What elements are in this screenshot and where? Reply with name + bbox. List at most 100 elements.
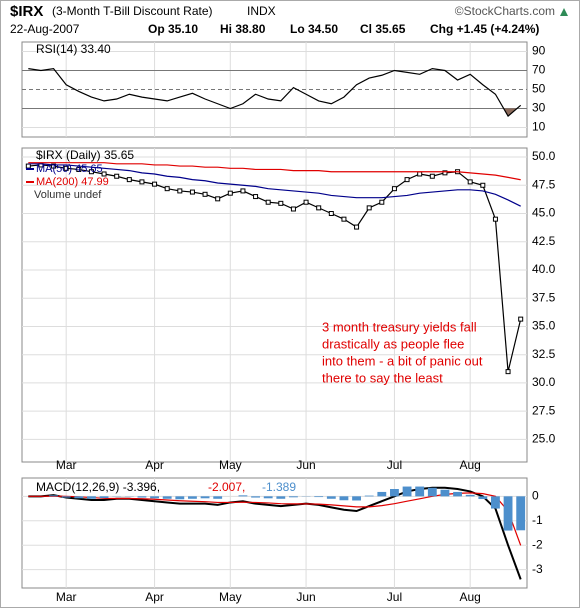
histogram-bar	[465, 494, 475, 497]
price-candle	[227, 190, 233, 196]
price-candle	[505, 369, 511, 375]
date: 22-Aug-2007	[10, 22, 80, 36]
legend-entry: MACD(12,26,9) -3.396,	[36, 480, 160, 494]
histogram-bar	[289, 496, 298, 498]
series-line	[28, 162, 521, 181]
annotation: into them - a bit of panic out	[322, 353, 483, 368]
legend-entry: -1.389	[262, 480, 296, 494]
x-tick-label: Mar	[56, 458, 77, 472]
price-candle	[76, 166, 82, 172]
price-candle	[480, 182, 486, 188]
price-candle	[253, 194, 259, 200]
symbol: $IRX	[10, 3, 43, 20]
x-tick-label: Jul	[387, 590, 402, 604]
price-candle	[417, 171, 423, 177]
y-tick-label: -3	[532, 562, 543, 576]
histogram-bar	[200, 496, 210, 499]
y-tick-label: 47.5	[532, 177, 556, 191]
x-tick-label: Aug	[460, 590, 481, 604]
legend-entry: -2.007,	[208, 480, 245, 494]
price-candle	[139, 179, 145, 185]
histogram-bar	[427, 487, 437, 497]
y-tick-label: -2	[532, 537, 543, 551]
price-candle	[101, 171, 107, 177]
price-candle	[51, 163, 57, 169]
histogram-bar	[364, 495, 374, 497]
histogram-bar	[188, 496, 197, 499]
series-line	[28, 486, 522, 580]
histogram-bar	[491, 496, 500, 509]
histogram-bar	[453, 491, 462, 497]
histogram-bar	[137, 496, 147, 498]
histogram-bar	[352, 496, 361, 501]
price-candle	[88, 169, 94, 175]
y-tick-label: 25.0	[532, 432, 556, 446]
histogram-bar	[263, 496, 273, 499]
price-candle	[25, 163, 31, 169]
volume-note: Volume undef	[34, 189, 102, 201]
histogram-bar	[238, 495, 248, 497]
exchange: INDX	[247, 4, 276, 18]
histogram-bar	[314, 496, 324, 498]
x-tick-label: May	[219, 590, 242, 604]
x-tick-label: Jul	[387, 458, 402, 472]
legend-entry: MA(200) 47.99	[36, 176, 109, 188]
panel-title: RSI(14) 33.40	[36, 42, 111, 56]
price-candle	[215, 196, 221, 202]
histogram-bar	[402, 486, 412, 497]
price-candle	[328, 211, 334, 217]
price-candle	[518, 316, 524, 322]
x-tick-label: Aug	[460, 458, 481, 472]
source: ©StockCharts.com	[455, 4, 555, 18]
histogram-bar	[516, 496, 526, 531]
symbol-name: (3-Month T-Bill Discount Rate)	[52, 4, 213, 18]
price-candle	[316, 205, 322, 211]
price-candle	[429, 173, 435, 179]
histogram-bar	[162, 496, 172, 499]
low: Lo 34.50	[290, 22, 338, 36]
y-tick-label: 90	[532, 44, 546, 58]
price-candle	[164, 186, 170, 192]
price-candle	[442, 170, 448, 176]
annotation: drastically as people flee	[322, 336, 464, 351]
price-candle	[63, 165, 69, 171]
price-candle	[202, 191, 208, 197]
price-candle	[177, 188, 183, 194]
y-tick-label: 50	[532, 82, 546, 96]
histogram-bar	[213, 496, 223, 499]
price-candle	[114, 173, 120, 179]
y-tick-label: 42.5	[532, 234, 556, 248]
y-tick-label: 40.0	[532, 262, 556, 276]
legend-entry: MA(50) 45.65	[36, 163, 103, 175]
series-line	[28, 163, 521, 207]
price-candle	[492, 216, 498, 222]
high: Hi 38.80	[220, 22, 266, 36]
price-candle	[152, 181, 158, 187]
price-candle	[290, 206, 296, 212]
histogram-bar	[276, 496, 286, 499]
x-tick-label: Jun	[296, 590, 315, 604]
histogram-bar	[415, 486, 425, 497]
histogram-bar	[390, 489, 399, 497]
histogram-bar	[339, 496, 349, 501]
y-tick-label: 70	[532, 63, 546, 77]
price-candle	[341, 216, 347, 222]
price-candle	[265, 199, 271, 205]
plot	[28, 486, 526, 580]
histogram-bar	[377, 491, 387, 497]
histogram-bar	[478, 496, 488, 500]
x-tick-label: Mar	[56, 590, 77, 604]
y-tick-label: 30.0	[532, 375, 556, 389]
open: Op 35.10	[148, 22, 198, 36]
y-tick-label: 32.5	[532, 347, 556, 361]
histogram-bar	[440, 489, 450, 497]
price-candle	[404, 177, 410, 183]
y-tick-label: 30	[532, 101, 546, 115]
x-tick-label: Jun	[296, 458, 315, 472]
price-candle	[240, 188, 246, 194]
panel-title: $IRX (Daily) 35.65	[36, 148, 134, 162]
price-candle	[379, 199, 385, 205]
close: Cl 35.65	[360, 22, 406, 36]
price-candle	[126, 177, 132, 183]
